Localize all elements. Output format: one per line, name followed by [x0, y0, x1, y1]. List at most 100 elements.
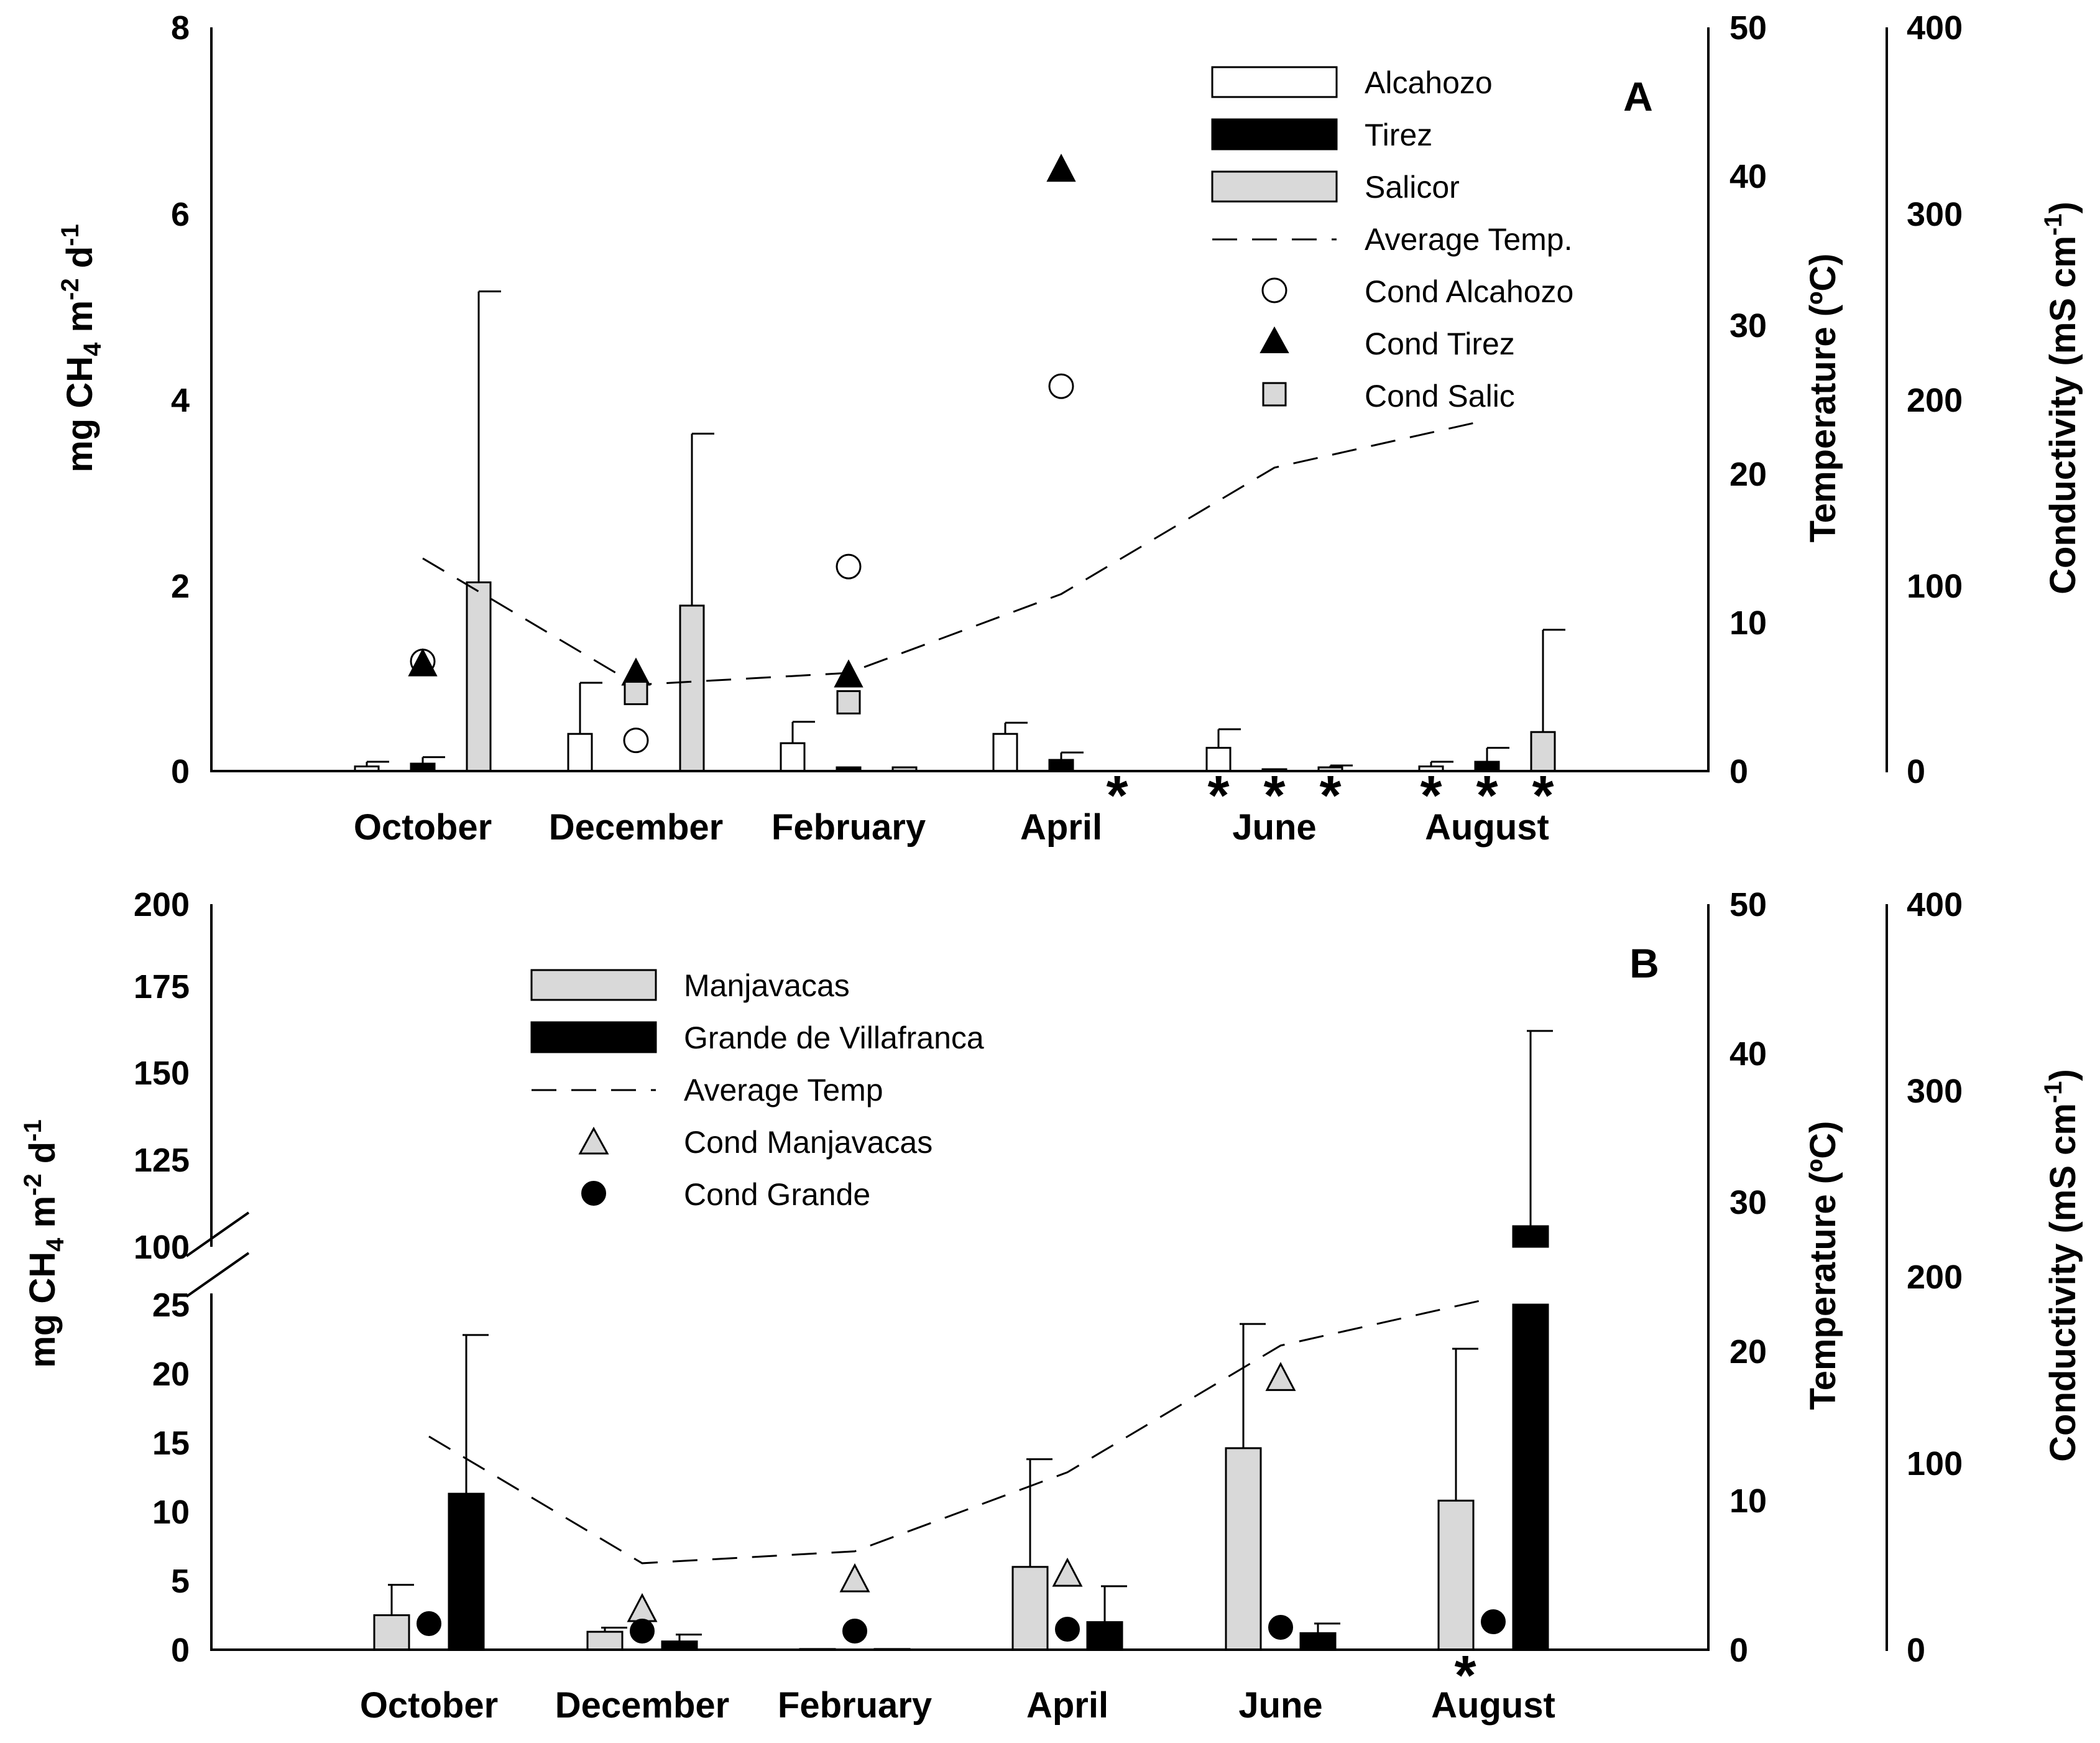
- legend-label-tirez: Tirez: [1365, 118, 1432, 152]
- panel-a-temp-tick: 40: [1729, 158, 1767, 195]
- panel-b-cond-tick: 200: [1907, 1259, 1963, 1296]
- panel-a-category-label: June: [1232, 807, 1316, 848]
- panel-a-ytick: 0: [171, 753, 190, 790]
- bar-grande-de-villafranca-upper: [1512, 1225, 1549, 1248]
- bar-grande-de-villafranca: [1299, 1632, 1337, 1651]
- panel-a-cond-tick: 200: [1907, 382, 1963, 419]
- bar-manjavacas: [1437, 1499, 1475, 1651]
- panel-b-category-label: June: [1238, 1685, 1322, 1726]
- panel-b-temp-tick: 50: [1729, 886, 1767, 923]
- legend-swatch-manjavacas: [530, 969, 657, 1001]
- bar-alcahozo: [567, 733, 593, 772]
- panel-b-temp-tick: 20: [1729, 1333, 1767, 1371]
- panel-b-temp-tick: 30: [1729, 1184, 1767, 1221]
- bar-tirez: [1048, 759, 1074, 772]
- significance-asterisk: *: [1420, 765, 1442, 827]
- point-cond-alcahozo: [836, 553, 862, 580]
- bar-grande-de-villafranca: [1086, 1621, 1123, 1651]
- point-cond-manjavacas: [839, 1563, 870, 1593]
- bar-manjavacas: [586, 1630, 624, 1651]
- point-cond-alcahozo: [623, 728, 649, 754]
- panel-b-cond-tick: 300: [1907, 1073, 1963, 1110]
- point-cond-manjavacas: [1052, 1557, 1083, 1587]
- average-temp-line: [428, 1297, 1494, 1565]
- panel-b-axis-break-mark: [185, 1211, 250, 1257]
- panel-a-temp-tick: 20: [1729, 456, 1767, 493]
- panel-a-ytick: 4: [171, 382, 190, 419]
- legend-label-cond-manjavacas: Cond Manjavacas: [684, 1125, 933, 1160]
- legend-label-grande: Grande de Villafranca: [684, 1020, 984, 1055]
- bar-grande-de-villafranca: [1512, 1303, 1549, 1651]
- panel-a-temp-axis-label: Temperature (ºC): [1803, 254, 1843, 543]
- legend-label-manjavacas: Manjavacas: [684, 968, 850, 1003]
- point-cond-alcahozo: [1048, 373, 1074, 399]
- panel-b-category-label: February: [778, 1685, 932, 1726]
- legend-swatch-cond-grande: [581, 1181, 606, 1206]
- panel-a-label: A: [1623, 73, 1653, 119]
- panel-b-ytick: 175: [134, 968, 190, 1006]
- panel-b-temp-tick: 10: [1729, 1482, 1767, 1520]
- significance-asterisk: *: [1263, 765, 1285, 827]
- panel-b-temp-tick: 40: [1729, 1035, 1767, 1073]
- panel-a-ytick: 2: [171, 568, 190, 605]
- panel-b-category-label: August: [1431, 1685, 1555, 1726]
- significance-asterisk: *: [1207, 765, 1229, 827]
- panel-b-temp-axis-label: Temperature (ºC): [1803, 1121, 1843, 1410]
- panel-b-legend: Manjavacas Grande de Villafranca Average…: [530, 968, 984, 1212]
- bar-alcahozo: [780, 742, 806, 772]
- legend-swatch-cond-tirez: [1260, 326, 1289, 353]
- point-cond-manjavacas: [1265, 1362, 1296, 1391]
- legend-swatch-salicor: [1211, 170, 1338, 203]
- panel-a-category-label: August: [1425, 807, 1549, 848]
- point-cond-tirez: [408, 648, 438, 677]
- panel-a-temp-tick: 30: [1729, 307, 1767, 344]
- panel-a-cond-tick: 0: [1907, 753, 1925, 790]
- panel-a-temp-tick: 0: [1729, 753, 1748, 790]
- legend-label-cond-alcahozo: Cond Alcahozo: [1365, 274, 1573, 309]
- panel-b-ytick: 150: [134, 1055, 190, 1092]
- panel-a-ytick: 8: [171, 9, 190, 47]
- panel-b-ytick: 15: [152, 1425, 190, 1462]
- panel-b-ytick: 0: [171, 1632, 190, 1669]
- panel-b-plot-area: *: [373, 1030, 1553, 1707]
- panel-b-temp-tick: 0: [1729, 1632, 1748, 1669]
- legend-label-average-temp: Average Temp.: [1365, 222, 1572, 257]
- panel-b-category-label: April: [1026, 1685, 1108, 1726]
- point-cond-salic: [836, 690, 861, 714]
- point-cond-tirez: [1046, 154, 1076, 182]
- panel-b-category-label: December: [555, 1685, 729, 1726]
- panel-b-category-label: October: [360, 1685, 498, 1726]
- panel-a-category-label: October: [354, 807, 492, 848]
- legend-label-salicor: Salicor: [1365, 170, 1460, 205]
- panel-b: * 0 5 10 15 20 25 100 125 150 175 200 0 …: [19, 886, 2083, 1726]
- legend-swatch-tirez: [1211, 118, 1338, 150]
- significance-asterisk: *: [1532, 765, 1554, 827]
- bar-salicor: [1530, 731, 1556, 772]
- significance-asterisk: *: [1319, 765, 1341, 827]
- legend-swatch-grande: [530, 1021, 657, 1053]
- panel-a-ytick: 6: [171, 196, 190, 233]
- significance-asterisk: *: [1476, 765, 1498, 827]
- legend-swatch-cond-manjavacas: [578, 1126, 609, 1155]
- legend-swatch-alcahozo: [1211, 66, 1338, 98]
- point-cond-manjavacas: [627, 1593, 658, 1622]
- bar-alcahozo: [992, 733, 1018, 772]
- panel-b-cond-tick: 100: [1907, 1445, 1963, 1482]
- legend-label-alcahozo: Alcahozo: [1365, 65, 1493, 100]
- panel-b-ytick: 200: [134, 886, 190, 923]
- legend-swatch-cond-alcahozo: [1261, 277, 1287, 303]
- panel-b-ytick: 5: [171, 1563, 190, 1600]
- panel-b-ytick: 10: [152, 1494, 190, 1531]
- panel-b-cond-axis-label: Conductivity (mS cm-1): [2040, 1069, 2083, 1462]
- bar-salicor: [679, 604, 705, 772]
- significance-asterisk: *: [1106, 765, 1128, 827]
- panel-b-axis-break-mark: [185, 1252, 250, 1298]
- point-cond-grande: [630, 1619, 655, 1644]
- point-cond-grande: [417, 1611, 441, 1637]
- point-cond-grande: [842, 1619, 867, 1644]
- point-cond-grande: [1055, 1617, 1080, 1642]
- panel-a: * * * * * * * 0 2 4 6 8 0 10 20 30 40 50 0 100…: [57, 9, 2083, 848]
- panel-a-cond-tick: 300: [1907, 196, 1963, 233]
